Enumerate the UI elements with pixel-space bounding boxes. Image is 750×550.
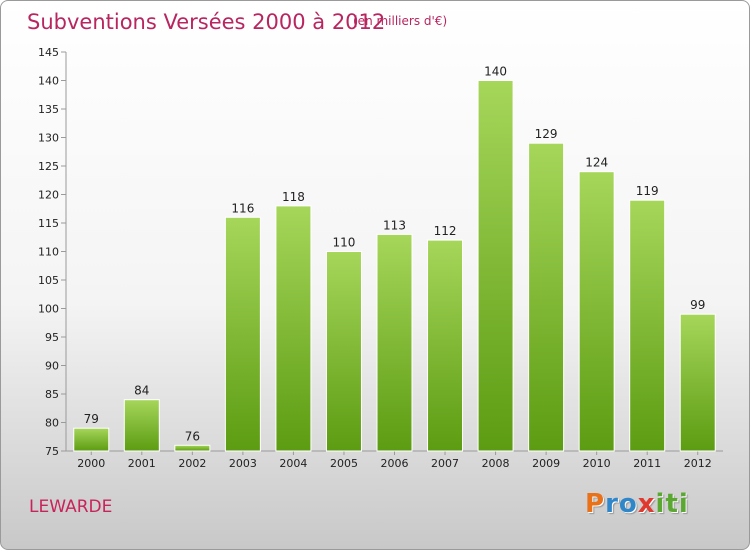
x-tick-label: 2003 [229, 457, 257, 470]
logo-letter: t [665, 489, 679, 519]
y-tick-label: 125 [38, 160, 59, 173]
data-label: 129 [535, 127, 558, 141]
y-tick-label: 115 [38, 217, 59, 230]
bar-2001 [123, 399, 160, 452]
data-label: 84 [134, 384, 149, 398]
proxiti-logo: Proxiti [585, 489, 689, 519]
x-axis: 2000 2001 2002 2003 2004 2005 2006 2007 2008 2009… [66, 450, 723, 470]
x-tick-label: 2000 [77, 457, 105, 470]
y-tick-label: 100 [38, 303, 59, 316]
y-tick-label: 135 [38, 103, 59, 116]
y-tick-label: 85 [45, 388, 59, 401]
y-tick-label: 145 [38, 46, 59, 59]
chart-title: Subventions Versées 2000 à 2012 [27, 10, 386, 34]
logo-letter: r [605, 489, 619, 519]
logo-letter: x [637, 489, 656, 519]
data-label: 124 [585, 156, 608, 170]
y-tick-label: 95 [45, 331, 59, 344]
y-tick-label: 110 [38, 246, 59, 259]
bar-2004 [275, 205, 312, 452]
chart-subtitle: (en milliers d'€) [353, 14, 448, 28]
x-tick-label: 2002 [178, 457, 206, 470]
bar-2009 [528, 142, 565, 452]
bar-series: 79 84 76 116 118 110 113 112 140 129 124 119 99 [73, 65, 716, 452]
x-tick-label: 2007 [431, 457, 459, 470]
y-tick-label: 130 [38, 132, 59, 145]
bar-2002 [174, 444, 211, 452]
y-tick-label: 80 [45, 417, 59, 430]
y-tick-label: 120 [38, 189, 59, 202]
x-tick-label: 2010 [583, 457, 611, 470]
bar-2010 [578, 171, 615, 452]
x-tick-label: 2011 [633, 457, 661, 470]
logo-letter: i [655, 489, 666, 519]
x-tick-label: 2006 [381, 457, 409, 470]
bar-2012 [679, 313, 716, 452]
bar-2011 [629, 199, 666, 452]
data-label: 99 [690, 298, 705, 312]
bar-2006 [376, 233, 413, 452]
logo-letter: i [678, 489, 689, 519]
data-label: 116 [231, 201, 254, 215]
data-label: 112 [434, 224, 457, 238]
x-tick-label: 2008 [482, 457, 510, 470]
data-label: 79 [84, 412, 99, 426]
x-tick-label: 2012 [684, 457, 712, 470]
y-tick-label: 90 [45, 360, 59, 373]
bar-2000 [73, 427, 110, 452]
y-tick-label: 75 [45, 445, 59, 458]
y-tick-label: 105 [38, 274, 59, 287]
x-tick-label: 2004 [279, 457, 307, 470]
bar-2008 [477, 80, 514, 452]
data-label: 140 [484, 65, 507, 79]
bar-2003 [224, 216, 261, 452]
logo-letter: P [585, 489, 606, 519]
bar-2007 [427, 239, 464, 452]
data-label: 118 [282, 190, 305, 204]
y-tick-label: 140 [38, 75, 59, 88]
data-label: 76 [185, 429, 200, 443]
x-tick-label: 2009 [532, 457, 560, 470]
x-tick-label: 2005 [330, 457, 358, 470]
commune-name: LEWARDE [29, 497, 113, 517]
data-label: 113 [383, 218, 406, 232]
data-label: 110 [333, 236, 356, 250]
bar-2005 [325, 251, 362, 452]
data-label: 119 [636, 184, 659, 198]
logo-letter: o [618, 489, 638, 519]
y-axis: 75 80 85 90 95 100 105 110 115 120 125 130 135 140 145 [38, 46, 67, 458]
x-tick-label: 2001 [128, 457, 156, 470]
